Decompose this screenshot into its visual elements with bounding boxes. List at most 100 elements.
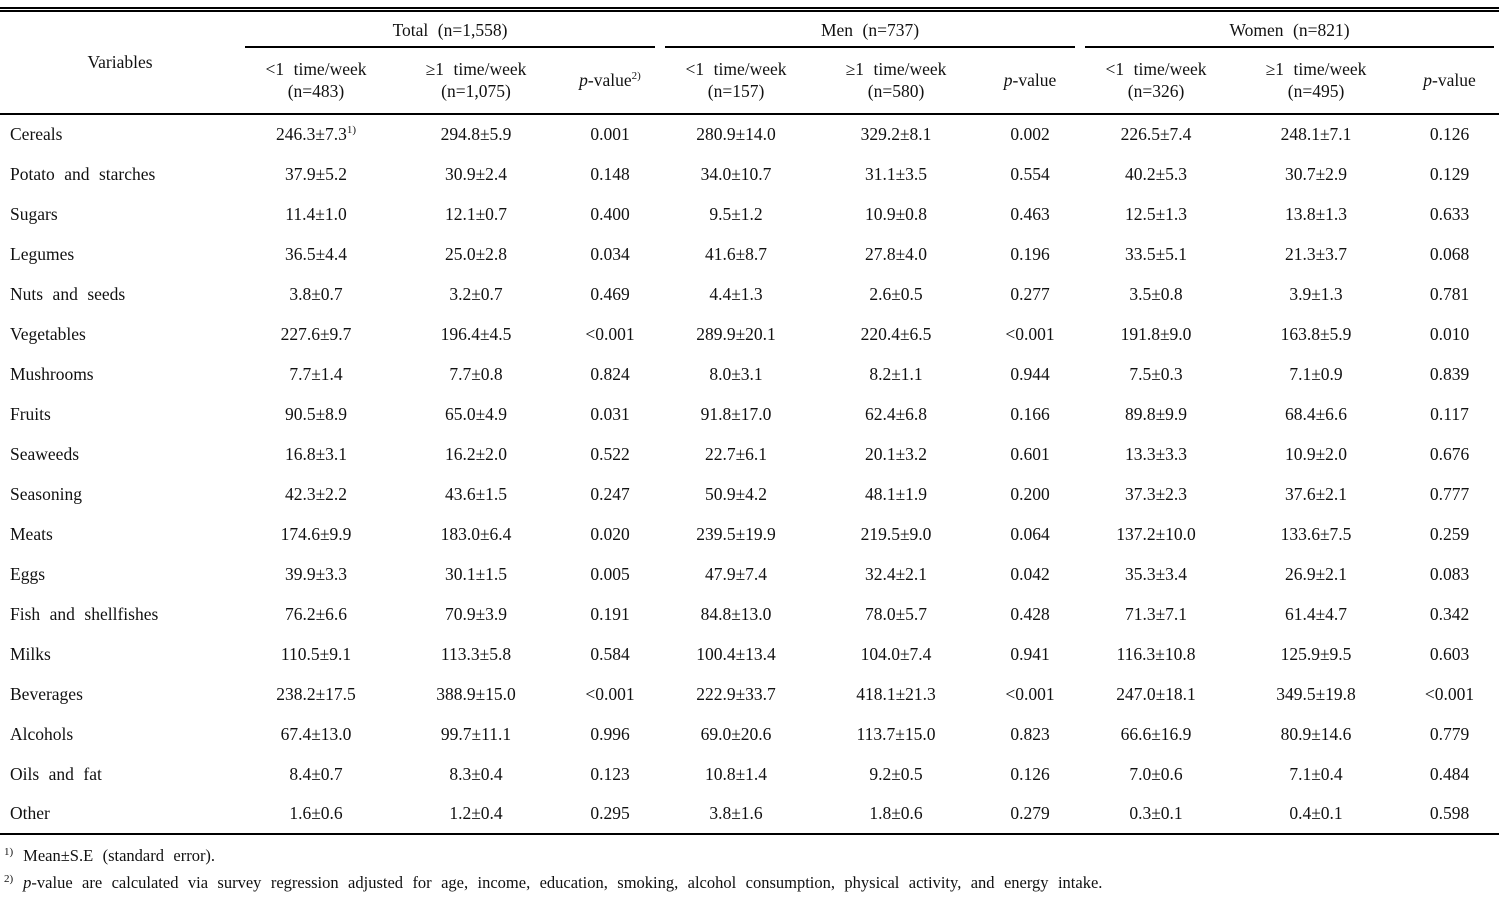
value-cell: 4.4±1.3 [709, 283, 763, 304]
pvalue-cell: 0.603 [1429, 643, 1470, 664]
table-row: Oils and fat 8.4±0.7 8.3±0.4 0.123 10.8±1.4 9… [0, 754, 1499, 794]
pvalue-cell: <0.001 [585, 323, 635, 344]
pvalue-cell: 0.400 [590, 203, 630, 224]
column-header-line2: (n=157) [707, 80, 765, 101]
italic-p: p [23, 873, 32, 892]
value-cell: 0.3±0.1 [1080, 794, 1233, 835]
variable-cell: Mushrooms [10, 363, 94, 384]
value-cell: 42.3±2.2 [284, 483, 348, 504]
variable-cell: Nuts and seeds [10, 283, 126, 304]
value-cell: 3.8±1.6 [660, 794, 813, 835]
value-cell: 246.3±7.31) [275, 124, 357, 144]
table-row: Potato and starches 37.9±5.2 30.9±2.4 0.148… [0, 154, 1499, 194]
value-cell: 349.5±19.8 [1276, 683, 1356, 704]
header-row-subcolumns: <1 time/week (n=483) ≥1 time/week (n=1,075)… [0, 48, 1499, 115]
column-header-line2: (n=580) [867, 80, 925, 101]
value-cell: 8.0±3.1 [709, 363, 763, 384]
pvalue-cell: 0.469 [590, 283, 630, 304]
value-cell: 70.9±3.9 [444, 603, 508, 624]
pvalue-cell: 0.123 [590, 763, 630, 784]
variable-cell: Vegetables [10, 323, 86, 344]
pvalue-cell: 0.031 [590, 403, 630, 424]
pvalue-cell: <0.001 [585, 683, 635, 704]
column-header-line2: (n=483) [287, 80, 345, 101]
pvalue-cell: 0.083 [1429, 563, 1470, 584]
group-header-2: Women (n=821) [1080, 12, 1499, 48]
table-top-rule [0, 7, 1499, 12]
value-cell: 113.3±5.8 [440, 643, 512, 664]
pvalue-cell: 0.117 [1430, 403, 1469, 424]
value-cell: 248.1±7.1 [1280, 124, 1352, 144]
value-cell: 3.5±0.8 [1129, 283, 1183, 304]
value-cell: 196.4±4.5 [440, 323, 512, 344]
value-cell: 76.2±6.6 [284, 603, 348, 624]
pvalue-cell: 0.342 [1429, 603, 1470, 624]
value-cell: 67.4±13.0 [280, 723, 352, 744]
pvalue-cell: 0.633 [1429, 203, 1470, 224]
footnotes: 1) Mean±S.E (standard error). 2) p-value ar… [0, 842, 1499, 896]
value-cell: 226.5±7.4 [1120, 124, 1192, 144]
value-cell: 36.5±4.4 [284, 243, 348, 264]
column-header-line1: ≥1 time/week [1265, 58, 1367, 79]
column-header-line1: <1 time/week [265, 58, 367, 79]
pvalue-cell: 0.996 [590, 723, 630, 744]
value-cell: 110.5±9.1 [280, 643, 352, 664]
pvalue-cell: 0.020 [590, 523, 630, 544]
pvalue-cell: 0.126 [1010, 763, 1050, 784]
table-row: Mushrooms 7.7±1.4 7.7±0.8 0.824 8.0±3.1 8.2±1… [0, 354, 1499, 394]
table-row: Fruits 90.5±8.9 65.0±4.9 0.031 91.8±17.0 62.4… [0, 394, 1499, 434]
value-cell: 7.1±0.4 [1289, 763, 1343, 784]
pvalue-cell: 0.484 [1429, 763, 1470, 784]
value-cell: 30.1±1.5 [444, 563, 508, 584]
value-cell: 26.9±2.1 [1284, 563, 1348, 584]
variable-cell: Legumes [10, 243, 75, 264]
value-cell: 65.0±4.9 [444, 403, 508, 424]
value-cell: 66.6±16.9 [1120, 723, 1192, 744]
value-cell: 48.1±1.9 [864, 483, 928, 504]
table-row: Fish and shellfishes 76.2±6.6 70.9±3.9 0.19… [0, 594, 1499, 634]
pvalue-cell: 0.777 [1429, 483, 1470, 504]
value-cell: 183.0±6.4 [440, 523, 512, 544]
column-header-line1: <1 time/week [685, 58, 787, 79]
pvalue-cell: 0.279 [980, 794, 1081, 835]
column-header-line2: (n=495) [1287, 80, 1345, 101]
value-cell: 43.6±1.5 [444, 483, 508, 504]
table-row: Seaweeds 16.8±3.1 16.2±2.0 0.522 22.7±6.1 20.… [0, 434, 1499, 474]
value-cell: 89.8±9.9 [1124, 403, 1188, 424]
value-cell: 329.2±8.1 [860, 124, 932, 144]
table-row: Nuts and seeds 3.8±0.7 3.2±0.7 0.469 4.4±1.3… [0, 274, 1499, 314]
value-cell: 30.9±2.4 [444, 163, 508, 184]
table-row: Alcohols 67.4±13.0 99.7±11.1 0.996 69.0±20.6… [0, 714, 1499, 754]
pvalue-cell: 0.824 [590, 363, 630, 384]
value-cell: 37.6±2.1 [1284, 483, 1348, 504]
value-cell: 35.3±3.4 [1124, 563, 1188, 584]
variable-cell: Cereals [10, 124, 63, 144]
column-header-line2: (n=326) [1127, 80, 1185, 101]
pvalue-cell: 0.005 [590, 563, 630, 584]
value-cell: 11.4±1.0 [285, 203, 347, 224]
pvalue-cell: 0.129 [1429, 163, 1470, 184]
variable-cell: Fish and shellfishes [10, 603, 159, 624]
value-cell: 91.8±17.0 [700, 403, 772, 424]
value-cell: 7.5±0.3 [1129, 363, 1183, 384]
variable-cell: Fruits [10, 403, 51, 424]
value-cell: 78.0±5.7 [864, 603, 928, 624]
value-cell: 16.8±3.1 [284, 443, 348, 464]
variable-cell: Seasoning [10, 483, 82, 504]
variable-cell: Beverages [10, 683, 83, 704]
table-row: Meats 174.6±9.9 183.0±6.4 0.020 239.5±19.9 21… [0, 514, 1499, 554]
pvalue-cell: 0.463 [1010, 203, 1050, 224]
footnote-1: 1) Mean±S.E (standard error). [4, 845, 216, 865]
value-cell: 31.1±3.5 [864, 163, 928, 184]
value-cell: 7.7±0.8 [449, 363, 503, 384]
value-cell: 27.8±4.0 [864, 243, 928, 264]
header-row-groups: Variables Total (n=1,558) Men (n=737) Women… [0, 12, 1499, 115]
value-cell: 10.9±0.8 [864, 203, 928, 224]
pvalue-cell: 0.068 [1429, 243, 1470, 264]
value-cell: 80.9±14.6 [1280, 723, 1352, 744]
footnote-marker: 1) [346, 124, 357, 137]
table-row: Other 1.6±0.6 1.2±0.4 0.295 3.8±1.6 1.8±0.6 0.… [0, 794, 1499, 835]
pvalue-cell: 0.064 [1010, 523, 1050, 544]
pvalue-cell: 0.598 [1400, 794, 1499, 835]
pvalue-cell: 0.839 [1429, 363, 1470, 384]
